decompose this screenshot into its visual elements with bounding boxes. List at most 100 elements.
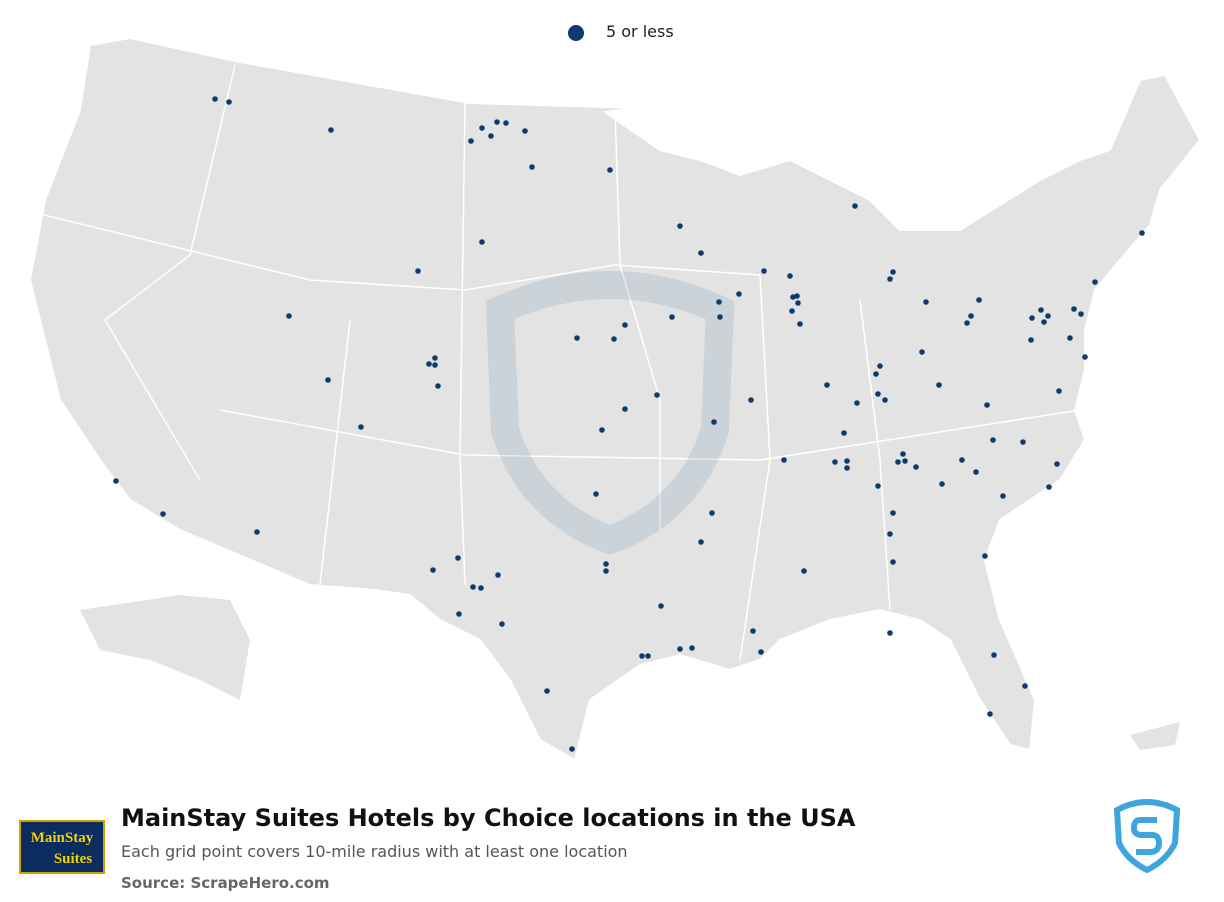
location-dot (873, 371, 879, 377)
location-dot (432, 355, 438, 361)
location-dot (923, 299, 929, 305)
location-dot (677, 223, 683, 229)
location-dot (574, 335, 580, 341)
location-dot (801, 568, 807, 574)
location-dot (711, 419, 717, 425)
location-dot (569, 746, 575, 752)
location-dot (226, 99, 232, 105)
location-dot (902, 458, 908, 464)
location-dot (1082, 354, 1088, 360)
location-dot (890, 559, 896, 565)
location-dot (973, 469, 979, 475)
location-dot (982, 553, 988, 559)
location-dot (709, 510, 715, 516)
location-dot (1056, 388, 1062, 394)
location-dot (286, 313, 292, 319)
location-dot (844, 465, 850, 471)
location-dot (717, 314, 723, 320)
location-dot (990, 437, 996, 443)
location-dot (919, 349, 925, 355)
subtitle: Each grid point covers 10-mile radius wi… (121, 842, 628, 861)
location-dot (1067, 335, 1073, 341)
location-dot (669, 314, 675, 320)
location-dot (964, 320, 970, 326)
location-dot (789, 308, 795, 314)
location-dot (882, 397, 888, 403)
location-dot (875, 483, 881, 489)
location-dot (495, 572, 501, 578)
location-dot (544, 688, 550, 694)
location-dot (607, 167, 613, 173)
location-dot (325, 377, 331, 383)
location-dot (976, 297, 982, 303)
location-dot (1139, 230, 1145, 236)
location-dot (824, 382, 830, 388)
scrapehero-logo (1113, 799, 1181, 873)
location-dot (622, 322, 628, 328)
location-dot (1022, 683, 1028, 689)
location-dot (900, 451, 906, 457)
location-dot (603, 561, 609, 567)
location-dot (677, 646, 683, 652)
location-dot (1092, 279, 1098, 285)
location-dot (499, 621, 505, 627)
location-dot (761, 268, 767, 274)
hawaii-shape (1130, 722, 1180, 750)
location-dot (415, 268, 421, 274)
location-dot (854, 400, 860, 406)
location-dot (603, 568, 609, 574)
location-dot (781, 457, 787, 463)
location-dot (1071, 306, 1077, 312)
location-dot (113, 478, 119, 484)
location-dot (456, 611, 462, 617)
location-dot (426, 361, 432, 367)
location-dot (622, 406, 628, 412)
location-dot (936, 382, 942, 388)
location-dot (455, 555, 461, 561)
watermark (485, 271, 735, 555)
location-dot (841, 430, 847, 436)
usa-shape (28, 36, 1202, 762)
legend-label: 5 or less (606, 22, 674, 41)
location-dot (1029, 315, 1035, 321)
location-dot (895, 459, 901, 465)
location-dot (852, 203, 858, 209)
title: MainStay Suites Hotels by Choice locatio… (121, 804, 856, 832)
location-dot (887, 276, 893, 282)
location-dot (522, 128, 528, 134)
location-dot (593, 491, 599, 497)
location-dot (832, 459, 838, 465)
location-dot (1045, 313, 1051, 319)
location-dot (887, 630, 893, 636)
location-dot (658, 603, 664, 609)
location-dot (212, 96, 218, 102)
location-dot (1054, 461, 1060, 467)
location-dot (689, 645, 695, 651)
location-dot (787, 273, 793, 279)
location-dot (654, 392, 660, 398)
location-dot (478, 585, 484, 591)
location-dot (160, 511, 166, 517)
location-dot (913, 464, 919, 470)
location-dot (254, 529, 260, 535)
location-dot (1020, 439, 1026, 445)
brand-logo: MainStay Suites (19, 820, 105, 874)
location-dots (113, 96, 1145, 752)
location-dot (750, 628, 756, 634)
location-dot (698, 539, 704, 545)
source: Source: ScrapeHero.com (121, 874, 330, 892)
location-dot (736, 291, 742, 297)
location-dot (987, 711, 993, 717)
location-dot (639, 653, 645, 659)
location-dot (1038, 307, 1044, 313)
location-dot (877, 363, 883, 369)
location-dot (887, 531, 893, 537)
location-dot (758, 649, 764, 655)
location-dot (1046, 484, 1052, 490)
state-lines (43, 64, 1081, 661)
location-dot (430, 567, 436, 573)
location-dot (1000, 493, 1006, 499)
map (28, 25, 1202, 762)
location-dot (494, 119, 500, 125)
